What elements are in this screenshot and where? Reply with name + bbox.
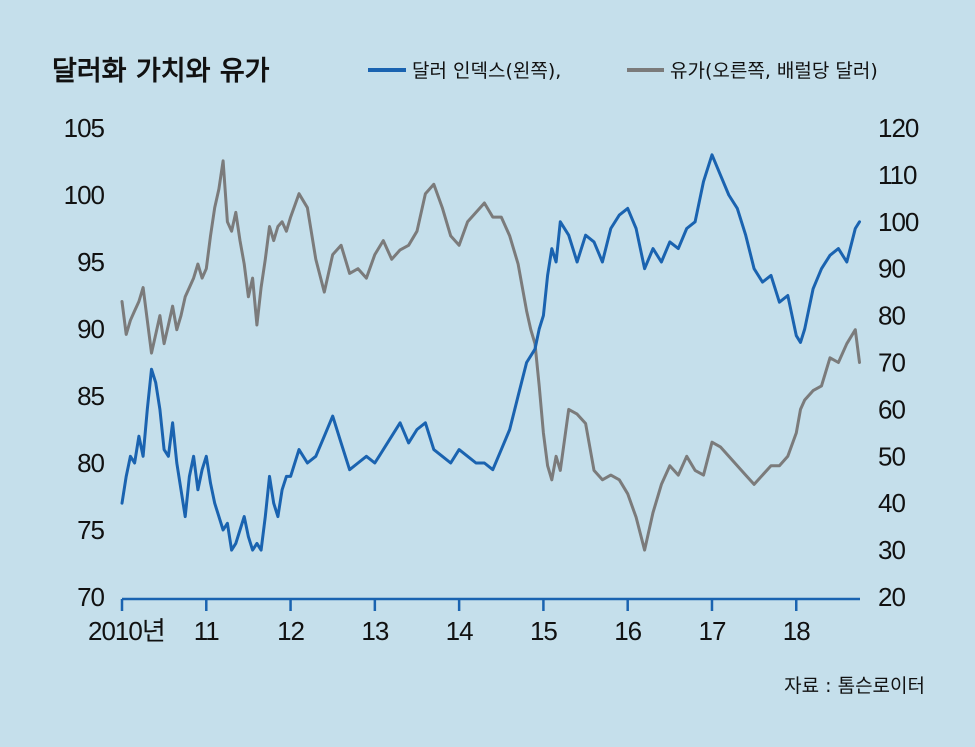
right-tick-label: 100 bbox=[878, 207, 919, 237]
x-tick-label: 16 bbox=[614, 616, 641, 646]
right-tick-label: 70 bbox=[878, 348, 905, 378]
chart-title: 달러화 가치와 유가 bbox=[52, 56, 270, 87]
legend-label-dollar: 달러 인덱스(왼쪽), bbox=[412, 60, 561, 82]
right-tick-label: 60 bbox=[878, 394, 905, 424]
x-tick-label: 17 bbox=[699, 616, 726, 646]
series-line-dollar-index bbox=[120, 153, 861, 552]
left-axis-ticks: 70 75 80 85 90 95 100 105 bbox=[64, 113, 106, 612]
x-tick-label: 2010년 bbox=[88, 616, 165, 646]
x-tick-label: 12 bbox=[277, 616, 304, 646]
right-tick-label: 90 bbox=[878, 254, 905, 284]
legend: 달러 인덱스(왼쪽), 유가(오른쪽, 배럴당 달러) bbox=[368, 60, 878, 82]
left-tick-label: 90 bbox=[77, 314, 104, 344]
x-tick-label: 13 bbox=[361, 616, 388, 646]
x-tick-label: 14 bbox=[446, 616, 473, 646]
x-tick-label: 11 bbox=[194, 616, 220, 646]
left-tick-label: 95 bbox=[77, 247, 104, 277]
legend-label-oil: 유가(오른쪽, 배럴당 달러) bbox=[670, 60, 878, 82]
right-tick-label: 110 bbox=[878, 160, 917, 190]
left-tick-label: 105 bbox=[64, 113, 105, 143]
left-tick-label: 75 bbox=[77, 515, 104, 545]
left-tick-label: 80 bbox=[77, 448, 104, 478]
left-tick-label: 70 bbox=[77, 582, 104, 612]
series-line-oil-price bbox=[120, 159, 861, 552]
source-note: 자료 : 톰슨로이터 bbox=[784, 675, 925, 697]
right-tick-label: 120 bbox=[878, 113, 919, 143]
left-tick-label: 100 bbox=[64, 180, 105, 210]
right-tick-label: 30 bbox=[878, 535, 905, 565]
x-axis: 2010년 11 12 13 14 15 16 17 18 bbox=[88, 597, 860, 646]
x-tick-label: 18 bbox=[783, 616, 810, 646]
right-axis-ticks: 20 30 40 50 60 70 80 90 100 110 120 bbox=[878, 113, 920, 612]
left-tick-label: 85 bbox=[77, 381, 104, 411]
x-tick-label: 15 bbox=[530, 616, 557, 646]
right-tick-label: 40 bbox=[878, 488, 905, 518]
right-tick-label: 80 bbox=[878, 301, 905, 331]
series-lines bbox=[120, 153, 861, 552]
right-tick-label: 20 bbox=[878, 582, 905, 612]
right-tick-label: 50 bbox=[878, 441, 905, 471]
